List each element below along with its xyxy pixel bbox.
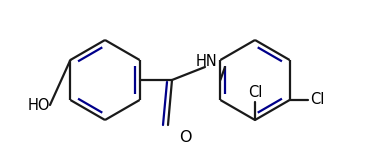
Text: HN: HN [196,55,218,69]
Text: O: O [179,131,191,146]
Text: Cl: Cl [248,85,262,100]
Text: HO: HO [28,97,50,113]
Text: Cl: Cl [309,93,324,108]
